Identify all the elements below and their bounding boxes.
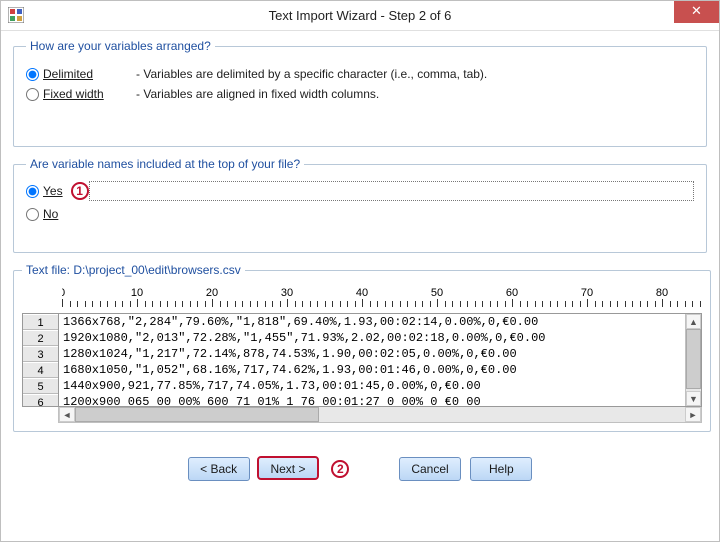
- scroll-left-arrow[interactable]: ◄: [59, 407, 75, 422]
- radio-no[interactable]: [26, 208, 39, 221]
- cancel-button[interactable]: Cancel: [399, 457, 461, 481]
- row-number: 6: [23, 394, 58, 406]
- help-button[interactable]: Help: [470, 457, 532, 481]
- row-number: 3: [23, 346, 58, 362]
- ruler-label: 70: [581, 287, 593, 299]
- close-button[interactable]: ✕: [674, 1, 719, 23]
- next-button[interactable]: Next >: [257, 456, 319, 480]
- arrangement-group: How are your variables arranged? Delimit…: [13, 39, 707, 147]
- titlebar: Text Import Wizard - Step 2 of 6 ✕: [1, 1, 719, 31]
- radio-row-no: No: [26, 207, 694, 221]
- radio-delimited-label[interactable]: Delimited: [43, 67, 93, 81]
- row-number: 1: [23, 314, 58, 330]
- arrangement-legend: How are your variables arranged?: [26, 39, 215, 53]
- preview-line: 1440x900,921,77.85%,717,74.05%,1.73,00:0…: [59, 378, 685, 394]
- button-bar: < Back Next > 2 Cancel Help: [13, 442, 707, 481]
- vscroll-thumb[interactable]: [686, 329, 701, 389]
- preview-group: Text file: D:\project_00\edit\browsers.c…: [13, 263, 711, 432]
- scroll-right-arrow[interactable]: ►: [685, 407, 701, 422]
- radio-delimited[interactable]: [26, 68, 39, 81]
- ruler-label: 60: [506, 287, 518, 299]
- varnames-group: Are variable names included at the top o…: [13, 157, 707, 253]
- radio-row-yes: Yes 1: [26, 181, 694, 201]
- content-area: How are your variables arranged? Delimit…: [1, 31, 719, 489]
- varnames-legend: Are variable names included at the top o…: [26, 157, 304, 171]
- ruler-label: 40: [356, 287, 368, 299]
- ruler-label: 50: [431, 287, 443, 299]
- wizard-window: Text Import Wizard - Step 2 of 6 ✕ How a…: [0, 0, 720, 542]
- app-icon: [8, 7, 24, 23]
- fixed-desc: - Variables are aligned in fixed width c…: [136, 87, 379, 101]
- preview-line: 1680x1050,"1,052",68.16%,717,74.62%,1.93…: [59, 362, 685, 378]
- row-number: 4: [23, 362, 58, 378]
- scroll-down-arrow[interactable]: ▼: [686, 391, 701, 406]
- radio-row-delimited: Delimited - Variables are delimited by a…: [26, 67, 694, 81]
- radio-fixed-label[interactable]: Fixed width: [43, 87, 104, 101]
- preview-table: 123456 1366x768,"2,284",79.60%,"1,818",6…: [22, 313, 702, 407]
- preview-line: 1280x1024,"1,217",72.14%,878,74.53%,1.90…: [59, 346, 685, 362]
- horizontal-scrollbar[interactable]: ◄ ►: [58, 407, 702, 423]
- delimited-desc: - Variables are delimited by a specific …: [136, 67, 487, 81]
- yes-focus-indicator: [89, 181, 694, 201]
- radio-yes-label[interactable]: Yes: [43, 184, 63, 198]
- vertical-scrollbar[interactable]: ▲ ▼: [685, 314, 701, 406]
- preview-line: 1366x768,"2,284",79.60%,"1,818",69.40%,1…: [59, 314, 685, 330]
- window-title: Text Import Wizard - Step 2 of 6: [1, 1, 719, 31]
- ruler-label: 20: [206, 287, 218, 299]
- radio-no-label[interactable]: No: [43, 207, 58, 221]
- back-button[interactable]: < Back: [188, 457, 250, 481]
- preview-line: 1200x900 065 00 00% 600 71 01% 1 76 00:0…: [59, 394, 685, 406]
- row-number: 5: [23, 378, 58, 394]
- ruler-label: 30: [281, 287, 293, 299]
- callout-1: 1: [71, 182, 89, 200]
- row-number: 2: [23, 330, 58, 346]
- row-numbers: 123456: [23, 314, 59, 406]
- preview-viewport[interactable]: 1366x768,"2,284",79.60%,"1,818",69.40%,1…: [59, 314, 685, 406]
- scroll-up-arrow[interactable]: ▲: [686, 314, 701, 329]
- radio-fixed[interactable]: [26, 88, 39, 101]
- ruler: 0 10 20 30 40 50 60 70 80: [62, 287, 702, 309]
- callout-2: 2: [331, 460, 349, 478]
- preview-legend: Text file: D:\project_00\edit\browsers.c…: [22, 263, 245, 277]
- ruler-label: 10: [131, 287, 143, 299]
- preview-line: 1920x1080,"2,013",72.28%,"1,455",71.93%,…: [59, 330, 685, 346]
- hscroll-thumb[interactable]: [75, 407, 319, 422]
- ruler-label: 80: [656, 287, 668, 299]
- radio-row-fixed: Fixed width - Variables are aligned in f…: [26, 87, 694, 101]
- radio-yes[interactable]: [26, 185, 39, 198]
- ruler-label: 0: [62, 287, 65, 299]
